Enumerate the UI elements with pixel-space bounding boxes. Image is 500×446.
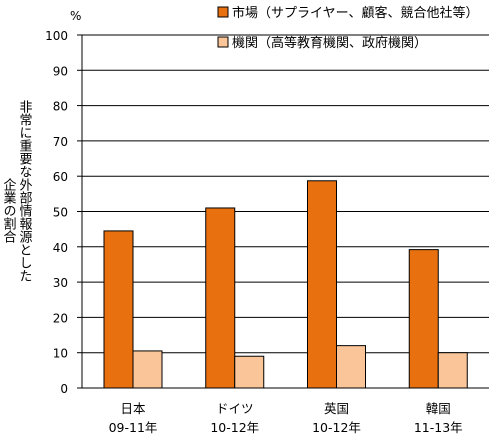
legend-swatch (217, 6, 229, 18)
y-tick-label: 100 (45, 29, 68, 43)
bar-market-3 (408, 249, 439, 389)
x-period-label: 10-12年 (210, 420, 259, 435)
y-tick-label: 50 (53, 206, 68, 220)
y-axis-label-line: 非常に重要な外部情報源とした (17, 100, 33, 282)
x-period-label: 09-11年 (109, 420, 158, 435)
x-category-label: ドイツ (216, 401, 254, 416)
bar-institution-2 (336, 345, 366, 389)
y-tick-label: 80 (53, 100, 68, 114)
legend-swatch (217, 36, 229, 48)
bar-institution-0 (132, 350, 163, 389)
x-category-label: 日本 (120, 401, 146, 416)
y-tick-label: 70 (53, 135, 68, 149)
legend: 市場（サプライヤー、顧客、競合他社等） 機関（高等教育機関、政府機関） (217, 5, 478, 51)
legend-label: 機関（高等教育機関、政府機関） (232, 35, 427, 51)
x-category-label: 英国 (324, 401, 349, 416)
y-tick-label: 60 (53, 170, 68, 184)
gridlines (82, 34, 489, 354)
legend-label: 市場（サプライヤー、顧客、競合他社等） (232, 5, 478, 21)
x-period-label: 10-12年 (312, 420, 361, 435)
axes (77, 34, 489, 389)
y-tick-labels: 0 10 20 30 40 50 60 70 80 90 100 (45, 29, 68, 396)
bar-institution-3 (437, 352, 468, 389)
y-tick-label: 90 (53, 64, 68, 78)
bar-market-2 (307, 180, 337, 389)
y-tick-label: 30 (53, 276, 68, 290)
y-tick-label: 10 (53, 347, 68, 361)
y-tick-label: 0 (60, 382, 68, 396)
y-tick-label: 40 (53, 241, 68, 255)
bar-market-1 (205, 207, 236, 389)
bar-market-0 (103, 230, 134, 389)
y-axis-label-line: 企業の割合 (1, 177, 17, 243)
bar-institution-1 (234, 355, 265, 389)
x-category-label: 韓国 (426, 401, 451, 416)
y-unit-label: % (70, 9, 81, 23)
y-tick-label: 20 (53, 311, 68, 325)
x-period-label: 11-13年 (414, 420, 463, 435)
